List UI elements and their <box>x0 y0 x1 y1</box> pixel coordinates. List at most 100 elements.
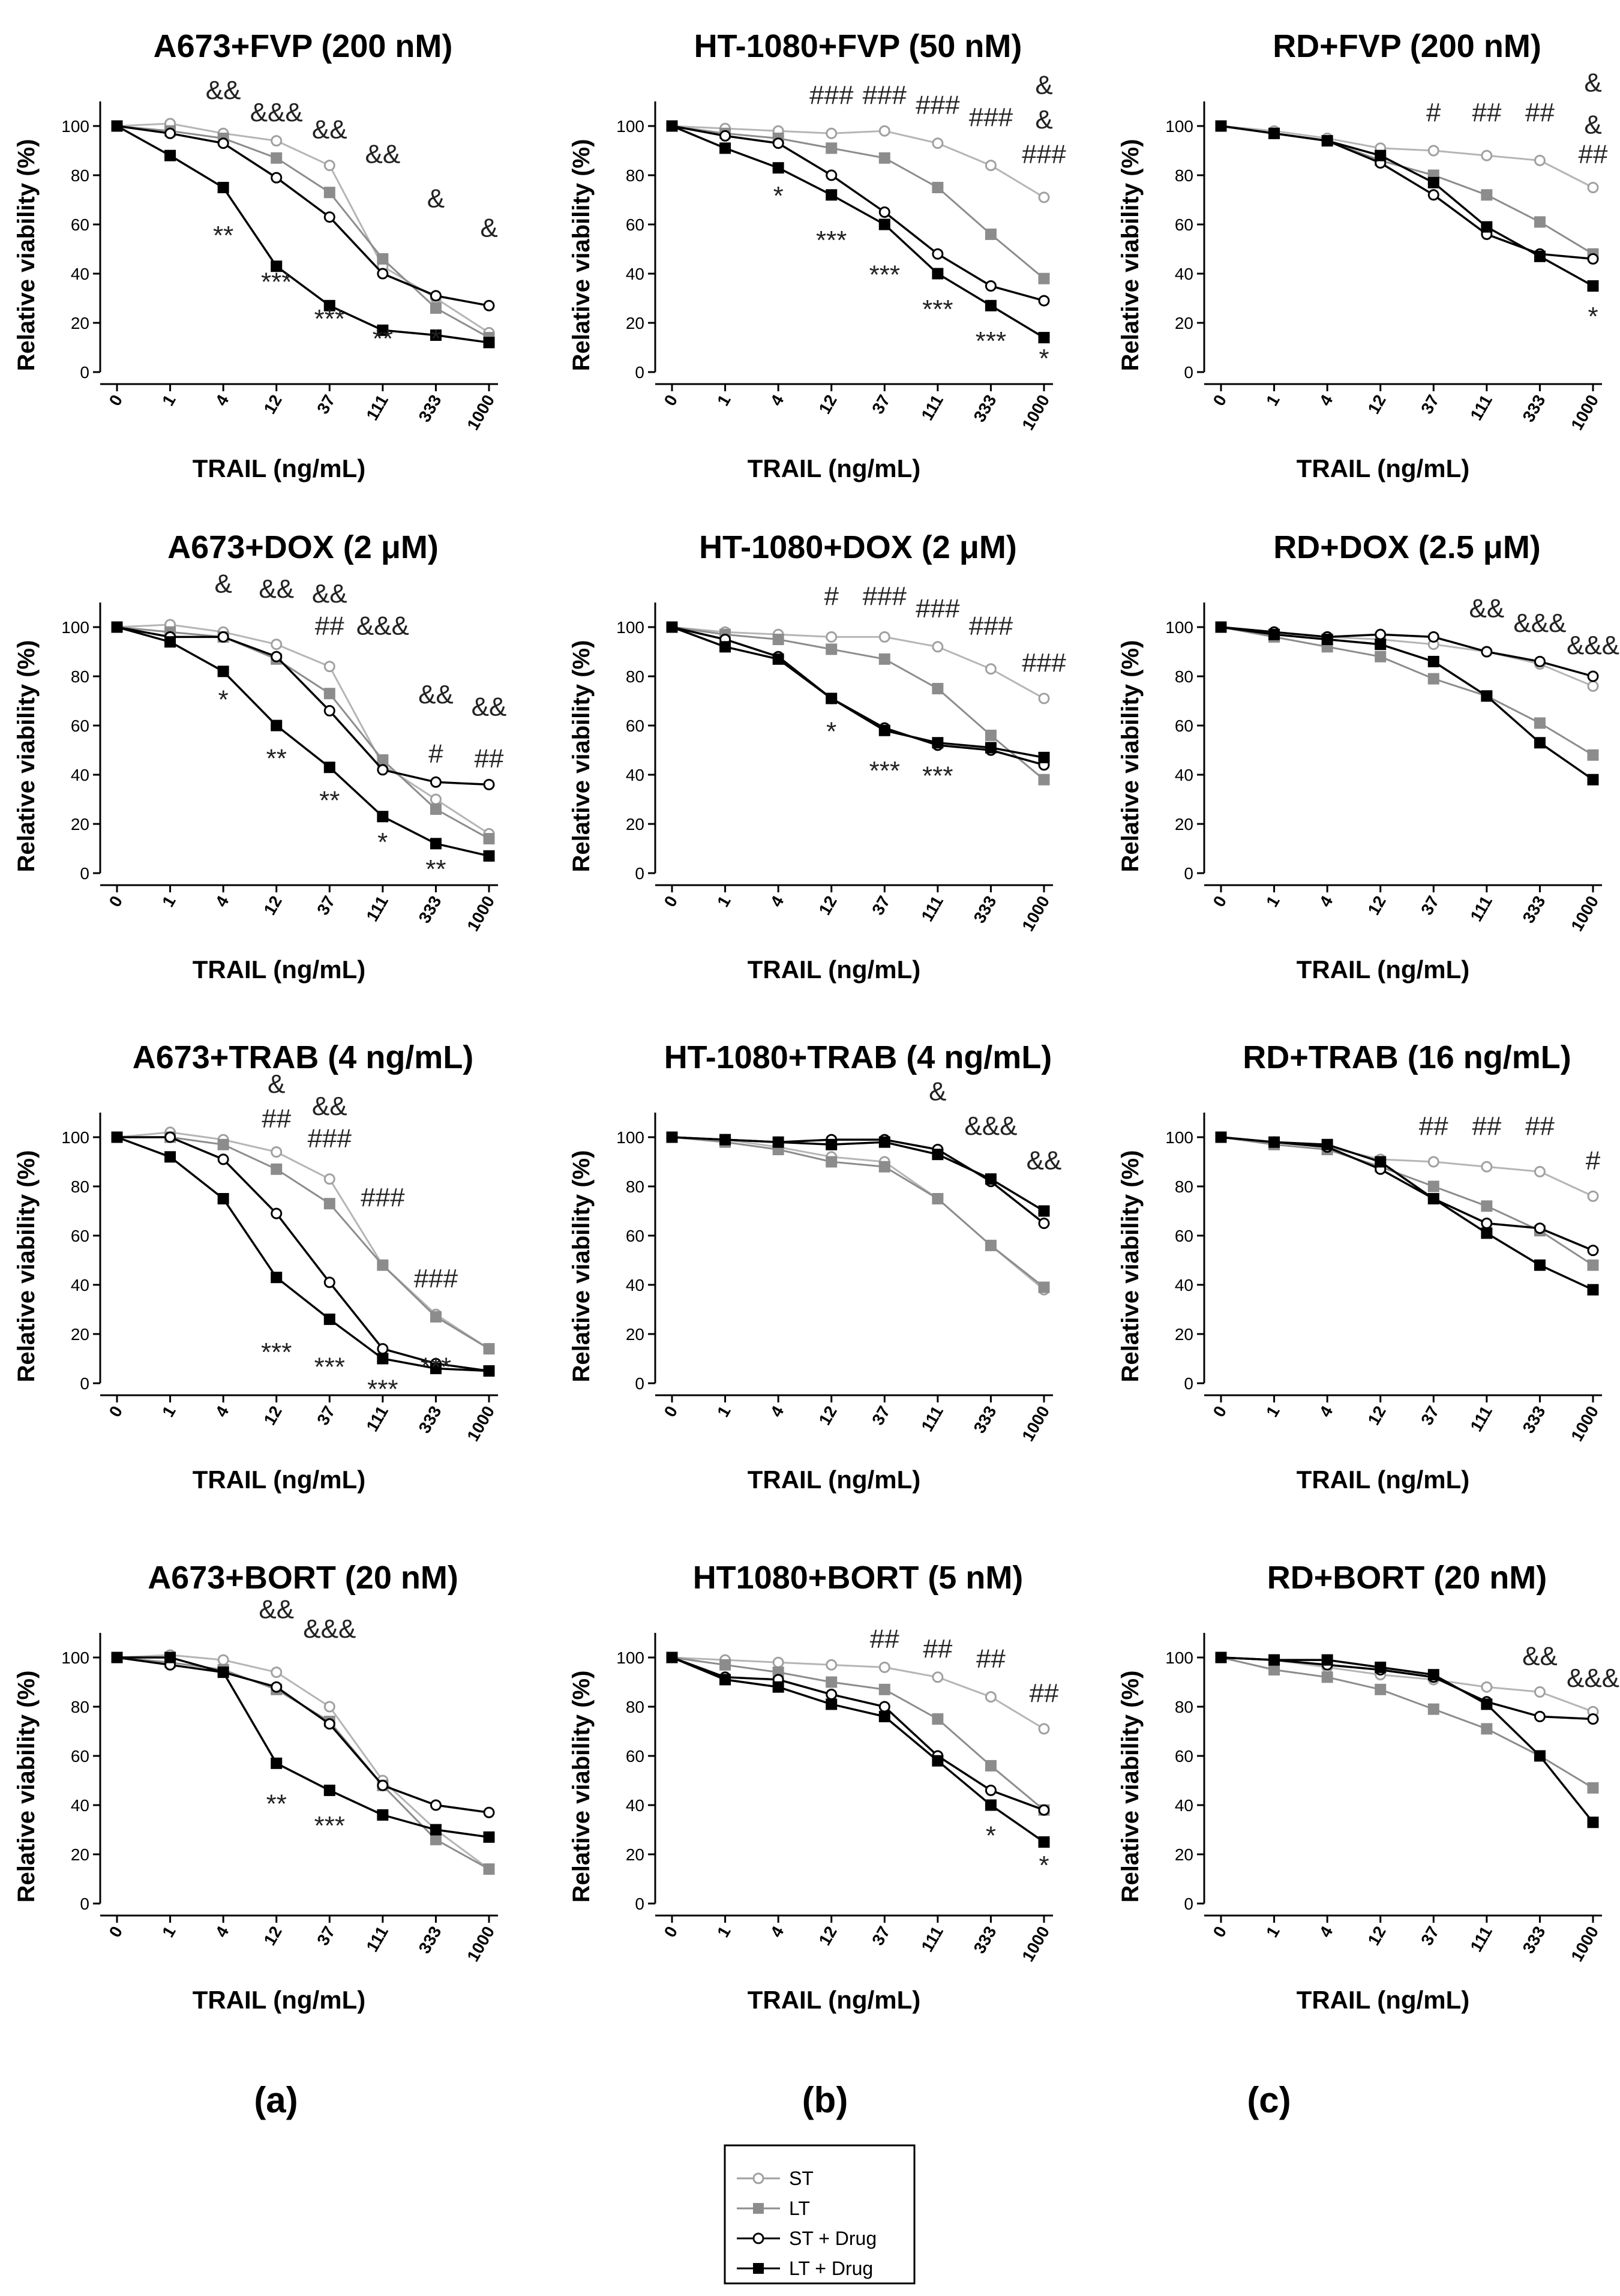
significance-mark: & <box>1035 71 1052 100</box>
x-tick-label: 12 <box>1364 1403 1389 1428</box>
chart-title: RD+BORT (20 nM) <box>1267 1560 1547 1596</box>
significance-mark: ** <box>373 324 393 353</box>
data-point <box>878 1661 890 1673</box>
data-point <box>1427 1669 1439 1681</box>
y-tick-label: 80 <box>1175 166 1193 185</box>
data-point <box>878 1683 890 1695</box>
data-point <box>271 1163 283 1175</box>
data-point <box>271 639 283 651</box>
chart-panel-7: A673+TRAB (4 ng/mL)020406080100Relative … <box>13 1039 498 1494</box>
series-line-st <box>671 1136 1045 1291</box>
data-point <box>1038 191 1050 203</box>
data-point <box>1481 1723 1493 1735</box>
data-point <box>1375 639 1387 651</box>
x-tick-label: 4 <box>212 391 233 409</box>
data-point <box>217 1153 229 1165</box>
data-point <box>1481 1218 1493 1229</box>
y-tick-label: 40 <box>1175 1796 1193 1815</box>
series-line-lt <box>671 626 1045 781</box>
x-tick-label: 111 <box>1466 1923 1496 1955</box>
data-point <box>1375 1156 1387 1168</box>
y-tick-label: 100 <box>1165 1128 1193 1147</box>
y-tick-label: 80 <box>71 1177 89 1196</box>
significance-mark: ### <box>308 1123 352 1153</box>
data-point <box>1587 1190 1599 1202</box>
significance-mark: *** <box>421 1353 451 1382</box>
x-axis-label: TRAIL (ng/mL) <box>193 955 366 984</box>
series-line-lt <box>671 1656 1045 1811</box>
chart-title: A673+DOX (2 μM) <box>167 529 439 565</box>
x-tick-label: 0 <box>661 1403 682 1420</box>
significance-mark: *** <box>976 326 1006 356</box>
significance-mark: && <box>418 680 454 709</box>
x-axis-label: TRAIL (ng/mL) <box>748 1465 921 1494</box>
x-tick-label: 1 <box>1262 1403 1283 1420</box>
significance-mark: ## <box>923 1634 952 1663</box>
legend-marker <box>752 2172 764 2184</box>
significance-mark: &&& <box>964 1111 1017 1141</box>
chart-title: HT-1080+FVP (50 nM) <box>694 28 1022 64</box>
x-tick-label: 0 <box>106 893 127 910</box>
series-line-lt-drug <box>116 125 490 344</box>
x-tick-label: 1 <box>1262 893 1283 910</box>
data-point <box>377 253 389 265</box>
data-point <box>932 1149 944 1161</box>
legend-box <box>724 2144 916 2285</box>
x-tick-label: 4 <box>1316 892 1337 910</box>
y-tick-label: 60 <box>626 1747 644 1766</box>
x-tick-label: 12 <box>815 1403 840 1428</box>
significance-mark: * <box>431 324 441 353</box>
significance-mark: && <box>206 76 241 105</box>
data-point <box>1481 1200 1493 1212</box>
data-point <box>826 1138 838 1150</box>
x-tick-label: 1 <box>713 893 734 910</box>
significance-mark: ** <box>319 786 340 815</box>
significance-mark: ## <box>1419 1111 1448 1141</box>
chart-title: A673+FVP (200 nM) <box>154 28 453 64</box>
x-tick-label: 4 <box>767 391 788 409</box>
data-point <box>1375 1661 1387 1673</box>
data-point <box>826 1698 838 1710</box>
series-line-lt <box>117 1136 490 1350</box>
y-tick-label: 80 <box>626 166 644 185</box>
data-point <box>271 135 283 147</box>
y-tick-label: 60 <box>71 1747 89 1766</box>
data-point <box>1534 1686 1546 1698</box>
y-tick-label: 20 <box>71 1845 89 1864</box>
significance-mark: && <box>1027 1146 1062 1175</box>
y-tick-label: 20 <box>1175 1845 1193 1864</box>
x-axis-label: TRAIL (ng/mL) <box>1297 1465 1470 1494</box>
chart-panel-8: HT-1080+TRAB (4 ng/mL)020406080100Relati… <box>568 1039 1061 1494</box>
y-tick-label: 100 <box>616 618 644 637</box>
data-point <box>1587 1782 1599 1794</box>
data-point <box>826 693 838 705</box>
y-tick-label: 80 <box>71 667 89 686</box>
y-tick-label: 60 <box>626 717 644 735</box>
data-point <box>878 724 890 736</box>
x-tick-label: 333 <box>1519 1923 1549 1957</box>
y-tick-label: 20 <box>626 815 644 834</box>
significance-mark: *** <box>869 260 900 289</box>
data-point <box>271 260 283 272</box>
series-line-lt-drug <box>1220 1656 1594 1823</box>
x-tick-label: 333 <box>970 392 1000 425</box>
data-point <box>985 160 997 172</box>
data-point <box>217 1666 229 1678</box>
x-tick-label: 12 <box>1364 1923 1389 1949</box>
data-point <box>1481 221 1493 233</box>
data-point <box>1481 1681 1493 1693</box>
significance-mark: # <box>1426 98 1441 127</box>
x-tick-label: 1000 <box>1567 893 1602 934</box>
data-point <box>1481 189 1493 201</box>
data-point <box>932 683 944 694</box>
x-tick-label: 1 <box>713 1403 734 1420</box>
y-tick-label: 40 <box>626 1796 644 1815</box>
x-tick-label: 12 <box>260 392 285 417</box>
data-point <box>1481 1161 1493 1173</box>
data-point <box>878 125 890 137</box>
series-line-st-drug <box>671 125 1045 302</box>
data-point <box>271 651 283 663</box>
data-point <box>217 182 229 193</box>
x-axis-label: TRAIL (ng/mL) <box>1297 454 1470 482</box>
